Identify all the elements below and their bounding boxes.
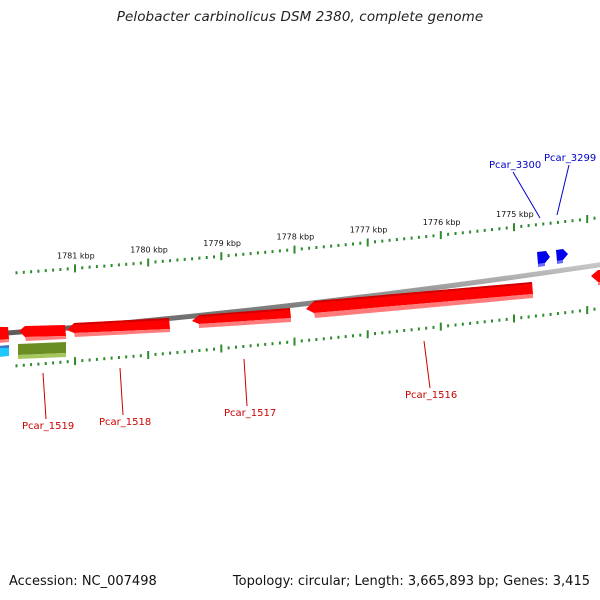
gene-label-pcar-1518[interactable]: Pcar_1518 (99, 417, 151, 428)
genome-summary-text: Topology: circular; Length: 3,665,893 bp… (232, 574, 590, 589)
leader-line-pcar-3300 (512, 171, 541, 219)
leader-line-pcar-1516 (423, 340, 431, 389)
gene-edge-right-arrow[interactable] (591, 270, 600, 286)
leader-line-pcar-1517 (243, 358, 248, 407)
gene-pcar-3299-arrow[interactable] (556, 249, 568, 264)
gene-olive-arrow[interactable] (18, 342, 66, 359)
gene-pcar-3300-arrow[interactable] (537, 251, 550, 267)
gene-cyan-arrow[interactable] (0, 345, 9, 357)
scale-label-1776: 1776 kbp (423, 218, 461, 227)
leader-line-pcar-1518 (119, 367, 124, 416)
outer-scale-ticks (15, 215, 596, 275)
gene-label-pcar-3299[interactable]: Pcar_3299 (544, 153, 596, 164)
gene-pcar-1517-arrow[interactable] (192, 308, 291, 328)
leader-line-pcar-1519 (42, 372, 47, 420)
scale-label-1778: 1778 kbp (277, 233, 315, 242)
scale-label-1775: 1775 kbp (496, 210, 534, 219)
scale-label-1780: 1780 kbp (130, 246, 168, 255)
scale-label-1777: 1777 kbp (350, 226, 388, 235)
map-title: Pelobacter carbinolicus DSM 2380, comple… (116, 9, 484, 25)
gene-label-pcar-1516[interactable]: Pcar_1516 (405, 390, 457, 401)
gene-pcar-1518-arrow[interactable] (67, 318, 170, 337)
gene-pcar-1519-arrow[interactable] (19, 325, 66, 341)
gene-label-pcar-1517[interactable]: Pcar_1517 (224, 408, 276, 419)
scale-label-1779: 1779 kbp (203, 239, 241, 248)
gene-pcar-1516-arrow[interactable] (306, 282, 533, 318)
leader-line-pcar-3299 (556, 164, 570, 216)
scale-labels: 1781 kbp 1780 kbp 1779 kbp 1778 kbp 1777 kbp… (57, 210, 534, 260)
scale-label-1781: 1781 kbp (57, 251, 95, 260)
accession-text: Accession: NC_007498 (9, 574, 157, 589)
gene-label-pcar-3300[interactable]: Pcar_3300 (489, 160, 541, 171)
gene-edge-left-arrow[interactable] (0, 327, 9, 343)
gene-label-pcar-1519[interactable]: Pcar_1519 (22, 421, 74, 432)
inner-scale-ticks (15, 306, 596, 368)
